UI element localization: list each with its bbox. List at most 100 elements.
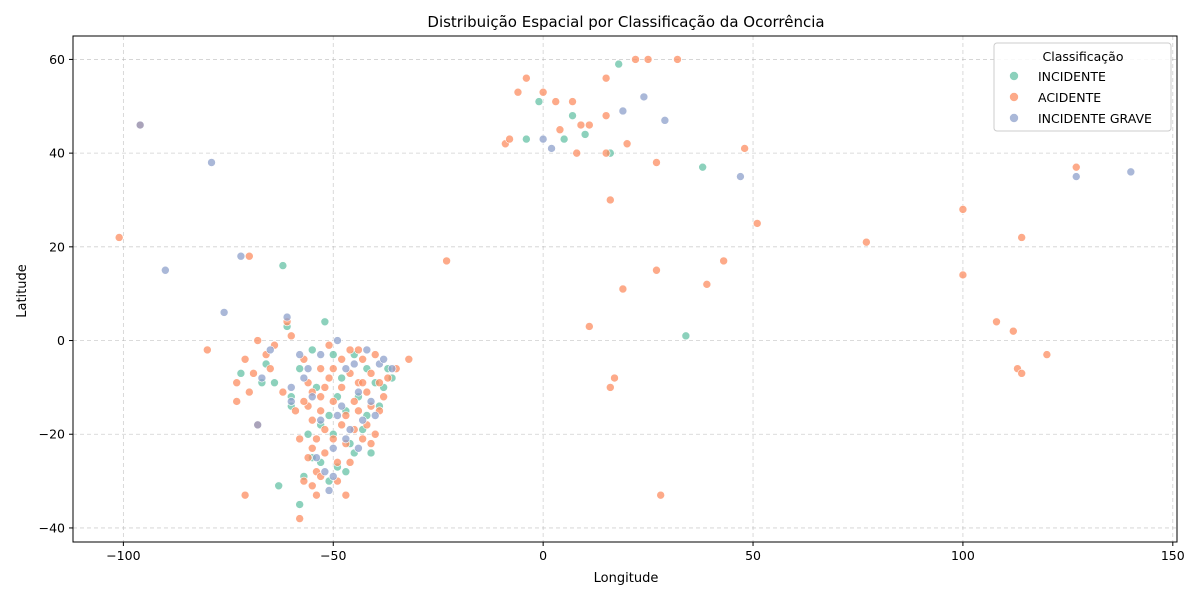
data-point: [303, 429, 313, 439]
data-point: [286, 383, 296, 392]
data-point: [513, 87, 523, 97]
data-point: [337, 373, 346, 383]
data-point: [576, 120, 586, 130]
y-tick-label: 20: [49, 239, 65, 254]
data-point: [337, 420, 346, 430]
data-point: [232, 397, 242, 406]
data-point: [1017, 233, 1026, 242]
data-point: [270, 378, 279, 388]
data-point: [324, 340, 334, 350]
data-point: [345, 458, 355, 467]
data-point: [295, 364, 304, 373]
legend-label-incidente: INCIDENTE: [1038, 69, 1106, 84]
data-point: [610, 373, 619, 383]
data-point: [307, 415, 317, 425]
legend-marker-acidente: [1009, 92, 1019, 102]
data-point: [328, 364, 338, 373]
data-point: [219, 308, 229, 317]
data-point: [312, 434, 321, 444]
data-point: [291, 406, 300, 416]
data-point: [362, 345, 372, 355]
data-point: [307, 443, 317, 453]
data-point: [316, 415, 325, 425]
data-point: [958, 205, 968, 214]
data-point: [333, 411, 342, 420]
plot-frame: [72, 35, 1178, 543]
data-point: [354, 443, 363, 453]
data-point: [337, 383, 346, 392]
data-point: [618, 106, 628, 116]
data-point: [622, 139, 632, 149]
data-point: [232, 378, 242, 388]
data-point: [1071, 172, 1081, 181]
y-tick-label: −20: [39, 427, 65, 442]
data-point: [312, 453, 321, 462]
data-point: [383, 373, 393, 383]
data-point: [379, 354, 388, 364]
data-point: [307, 392, 317, 402]
data-point: [295, 350, 304, 359]
data-point: [673, 55, 682, 64]
data-point: [992, 317, 1001, 327]
data-point: [282, 312, 292, 322]
legend: Classificação INCIDENTE ACIDENTE INCIDEN…: [993, 42, 1172, 132]
x-tick-label: 0: [539, 548, 547, 563]
data-point: [601, 73, 611, 83]
data-point: [362, 387, 372, 397]
data-point: [320, 383, 330, 392]
data-point: [278, 261, 288, 270]
data-point: [370, 429, 380, 439]
series-incidente: [236, 59, 707, 509]
x-tick-label: −100: [106, 548, 140, 563]
data-point: [1126, 167, 1136, 177]
data-point: [606, 195, 615, 205]
data-point: [299, 476, 309, 486]
data-point: [245, 387, 254, 397]
data-point: [333, 458, 342, 467]
data-point: [719, 256, 728, 266]
data-point: [320, 448, 330, 458]
data-point: [316, 392, 325, 402]
series-incidente-grave: [135, 92, 1136, 495]
data-point: [249, 369, 258, 378]
data-point: [345, 425, 355, 434]
data-point: [337, 354, 346, 364]
data-point: [341, 364, 351, 373]
data-point: [522, 73, 531, 83]
data-point: [253, 420, 262, 430]
data-point: [286, 397, 296, 406]
data-point: [328, 434, 338, 444]
data-point: [702, 280, 712, 289]
data-point: [538, 134, 548, 144]
data-point: [349, 397, 359, 406]
legend-title: Classificação: [1043, 49, 1124, 64]
data-point: [618, 284, 628, 294]
data-point: [375, 378, 384, 388]
data-points: [114, 55, 1136, 523]
y-tick-label: 40: [49, 146, 65, 161]
data-point: [286, 331, 296, 341]
y-tick-label: 60: [49, 52, 65, 67]
data-point: [614, 59, 624, 69]
y-tick-label: 0: [57, 333, 65, 348]
data-point: [958, 270, 968, 280]
data-point: [328, 397, 338, 406]
x-tick-label: −50: [320, 548, 346, 563]
legend-marker-incidente: [1009, 71, 1019, 81]
data-point: [358, 415, 367, 425]
data-point: [736, 172, 745, 181]
data-point: [568, 97, 577, 106]
data-point: [585, 120, 594, 130]
data-point: [240, 490, 250, 500]
x-tick-label: 50: [745, 548, 761, 563]
data-point: [366, 369, 376, 378]
x-tick-label: 150: [1161, 548, 1185, 563]
data-point: [265, 345, 275, 355]
data-point: [316, 350, 325, 359]
data-point: [601, 148, 611, 158]
data-point: [203, 345, 212, 355]
chart-title: Distribuição Espacial por Classificação …: [427, 13, 824, 31]
data-point: [245, 251, 254, 261]
